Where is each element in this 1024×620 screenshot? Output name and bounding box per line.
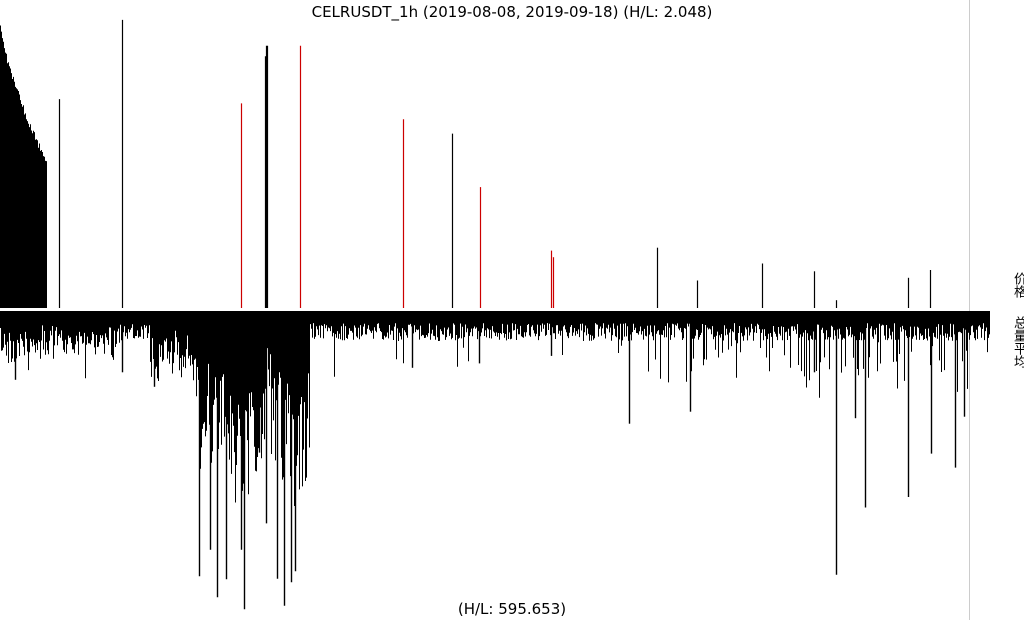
volume-axis-label: 总量平均 [1011,316,1024,368]
volume-baseline-band [0,311,990,319]
volume-hl-label: (H/L: 595.653) [457,600,567,618]
price-axis-label: 价格 [1011,272,1024,298]
price-bars-dense [0,25,47,308]
chart-title: CELRUSDT_1h (2019-08-08, 2019-09-18) (H/… [311,3,713,21]
volume-bars-dense [0,313,990,506]
